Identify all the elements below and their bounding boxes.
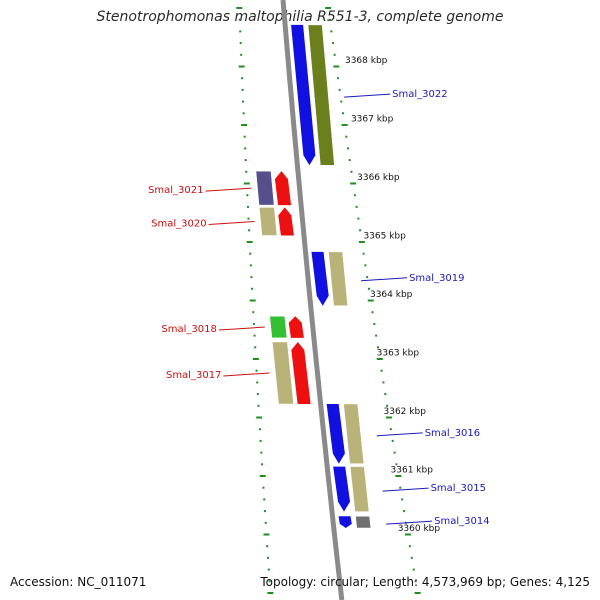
label-leader xyxy=(208,220,255,225)
position-label: 3368 kbp xyxy=(345,56,388,66)
gene-feature-bar xyxy=(272,341,294,405)
gene-label-forward: Smal_3019 xyxy=(409,273,464,284)
gene-label-reverse: Smal_3017 xyxy=(166,370,221,381)
gene-feature-bar xyxy=(307,24,335,166)
label-leader xyxy=(361,277,408,282)
gene-feature-bar xyxy=(269,315,288,339)
gene-arrow-reverse xyxy=(288,316,304,338)
gene-features xyxy=(255,24,372,529)
gene-arrow-reverse xyxy=(274,171,292,206)
gene-labels: Smal_3022 Smal_3019 Smal_3016 Smal_3015 Smal… xyxy=(148,89,490,527)
gene-label-reverse: Smal_3021 xyxy=(148,185,203,196)
gene-label-reverse: Smal_3018 xyxy=(161,324,216,335)
genome-summary: Topology: circular; Length: 4,573,969 bp… xyxy=(260,575,590,589)
label-leader xyxy=(223,372,270,377)
label-leader xyxy=(386,520,433,525)
gene-label-forward: Smal_3014 xyxy=(434,516,489,527)
position-label: 3360 kbp xyxy=(398,524,441,534)
gene-arrow-forward xyxy=(338,516,352,528)
gene-feature-bar xyxy=(255,170,275,206)
label-leader xyxy=(382,487,429,492)
gene-arrow-forward xyxy=(333,466,351,512)
label-leader-lines xyxy=(205,93,433,525)
label-leader xyxy=(376,432,423,437)
position-label: 3363 kbp xyxy=(377,349,420,359)
position-label: 3362 kbp xyxy=(384,407,427,417)
gene-label-forward: Smal_3022 xyxy=(392,89,447,100)
gene-feature-bar xyxy=(343,403,365,464)
position-labels: 3368 kbp 3367 kbp 3366 kbp 3365 kbp 3364 kbp… xyxy=(345,56,440,534)
genome-backbone xyxy=(280,0,345,600)
position-label: 3365 kbp xyxy=(363,232,406,242)
accession-label: Accession: NC_011071 xyxy=(10,575,147,589)
label-leader xyxy=(205,187,252,192)
gene-feature-bar xyxy=(259,207,278,236)
gene-feature-bar xyxy=(355,516,372,529)
gene-arrow-forward xyxy=(311,251,329,306)
gene-arrow-reverse xyxy=(278,207,294,236)
label-leader xyxy=(218,326,265,331)
gene-label-forward: Smal_3016 xyxy=(425,428,480,439)
gene-feature-bar xyxy=(328,251,348,306)
gene-label-forward: Smal_3015 xyxy=(431,483,486,494)
gene-feature-bar xyxy=(349,466,370,512)
position-label: 3361 kbp xyxy=(391,466,434,476)
right-ruler-ticks xyxy=(325,7,421,594)
position-label: 3364 kbp xyxy=(370,290,413,300)
gene-label-reverse: Smal_3020 xyxy=(151,218,206,229)
left-ruler-ticks xyxy=(236,7,274,594)
gene-arrow-reverse xyxy=(291,341,311,404)
position-label: 3367 kbp xyxy=(351,115,394,125)
label-leader xyxy=(344,93,391,98)
position-label: 3366 kbp xyxy=(357,173,400,183)
gene-arrow-forward xyxy=(326,403,345,464)
gene-arrow-forward xyxy=(291,24,316,166)
page-title: Stenotrophomonas maltophilia R551-3, com… xyxy=(96,9,504,25)
